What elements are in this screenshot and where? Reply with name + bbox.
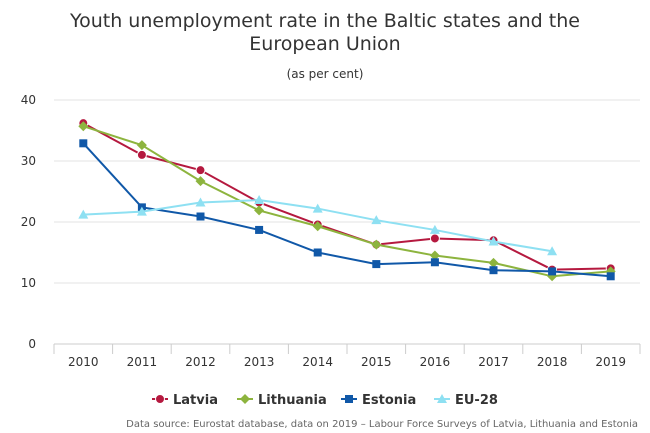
legend-marker-latvia bbox=[155, 394, 165, 404]
legend-item-latvia[interactable]: Latvia bbox=[152, 393, 218, 408]
data-point-eu28 bbox=[547, 246, 558, 256]
legend-marker-estonia bbox=[345, 395, 353, 403]
legend-item-estonia[interactable]: Estonia bbox=[341, 393, 416, 408]
x-tick-label: 2014 bbox=[302, 355, 333, 369]
gridlines bbox=[54, 99, 640, 284]
x-tick-label: 2011 bbox=[127, 355, 158, 369]
chart-title-line2: European Union bbox=[249, 33, 400, 55]
y-tick-label: 30 bbox=[21, 154, 36, 168]
data-point-lithuania bbox=[429, 250, 440, 261]
data-point-latvia bbox=[136, 149, 147, 160]
y-tick-label: 40 bbox=[21, 93, 36, 107]
data-point-estonia bbox=[430, 258, 439, 267]
data-point-lithuania bbox=[488, 257, 499, 268]
legend-item-lithuania[interactable]: Lithuania bbox=[237, 393, 327, 408]
data-point-lithuania bbox=[254, 205, 265, 216]
x-tick-label: 2010 bbox=[68, 355, 99, 369]
x-tick-label: 2015 bbox=[361, 355, 392, 369]
x-tick-label: 2019 bbox=[595, 355, 626, 369]
data-point-eu28 bbox=[371, 215, 382, 225]
legend-marker-eu28 bbox=[437, 394, 447, 403]
series-latvia bbox=[78, 118, 616, 275]
data-point-latvia bbox=[195, 165, 206, 176]
data-point-lithuania bbox=[312, 221, 323, 232]
data-point-lithuania bbox=[371, 239, 382, 250]
data-point-eu28 bbox=[195, 197, 206, 207]
data-point-eu28 bbox=[136, 206, 147, 216]
x-tick-label: 2018 bbox=[537, 355, 568, 369]
y-tick-label: 20 bbox=[21, 215, 36, 229]
chart-title-line1: Youth unemployment rate in the Baltic st… bbox=[69, 10, 580, 32]
x-tick-label: 2012 bbox=[185, 355, 216, 369]
legend-label: Estonia bbox=[362, 393, 416, 408]
x-tick-label: 2016 bbox=[420, 355, 451, 369]
y-tick-label: 10 bbox=[21, 276, 36, 290]
data-point-eu28 bbox=[488, 236, 499, 246]
series-lithuania bbox=[78, 121, 616, 282]
series-estonia bbox=[79, 139, 615, 281]
series-group bbox=[78, 118, 616, 282]
legend-label: EU-28 bbox=[455, 393, 498, 408]
legend[interactable]: Latvia Lithuania Estonia EU-28 bbox=[152, 393, 498, 408]
data-point-estonia bbox=[79, 139, 88, 148]
data-point-estonia bbox=[255, 225, 264, 234]
data-point-estonia bbox=[489, 266, 498, 275]
series-line-lithuania bbox=[82, 125, 611, 278]
data-point-eu28 bbox=[429, 224, 440, 234]
data-point-estonia bbox=[606, 272, 615, 281]
chart-subtitle: (as per cent) bbox=[287, 67, 364, 81]
legend-marker-lithuania bbox=[240, 394, 250, 404]
data-source-note: Data source: Eurostat database, data on … bbox=[126, 419, 638, 430]
legend-label: Latvia bbox=[173, 393, 218, 408]
y-axis-ticks: 0 10 20 30 40 bbox=[21, 93, 36, 351]
legend-label: Lithuania bbox=[258, 393, 327, 408]
data-point-eu28 bbox=[78, 209, 89, 219]
x-tick-label: 2013 bbox=[244, 355, 275, 369]
data-point-lithuania bbox=[136, 140, 147, 151]
data-point-lithuania bbox=[195, 176, 206, 187]
data-point-estonia bbox=[313, 248, 322, 257]
data-point-eu28 bbox=[254, 195, 265, 205]
x-axis: 2010 2011 2012 2013 2014 2015 2016 2017 2018 2019 bbox=[53, 343, 641, 369]
data-point-latvia bbox=[429, 233, 440, 244]
series-eu28 bbox=[78, 195, 558, 256]
data-point-lithuania bbox=[78, 121, 89, 132]
series-line-estonia bbox=[82, 142, 611, 278]
y-tick-label: 0 bbox=[28, 337, 36, 351]
x-tick-label: 2017 bbox=[478, 355, 509, 369]
data-point-estonia bbox=[372, 260, 381, 269]
legend-item-eu28[interactable]: EU-28 bbox=[434, 393, 498, 408]
data-point-eu28 bbox=[312, 203, 323, 213]
data-point-estonia bbox=[196, 212, 205, 221]
data-point-estonia bbox=[548, 267, 557, 276]
